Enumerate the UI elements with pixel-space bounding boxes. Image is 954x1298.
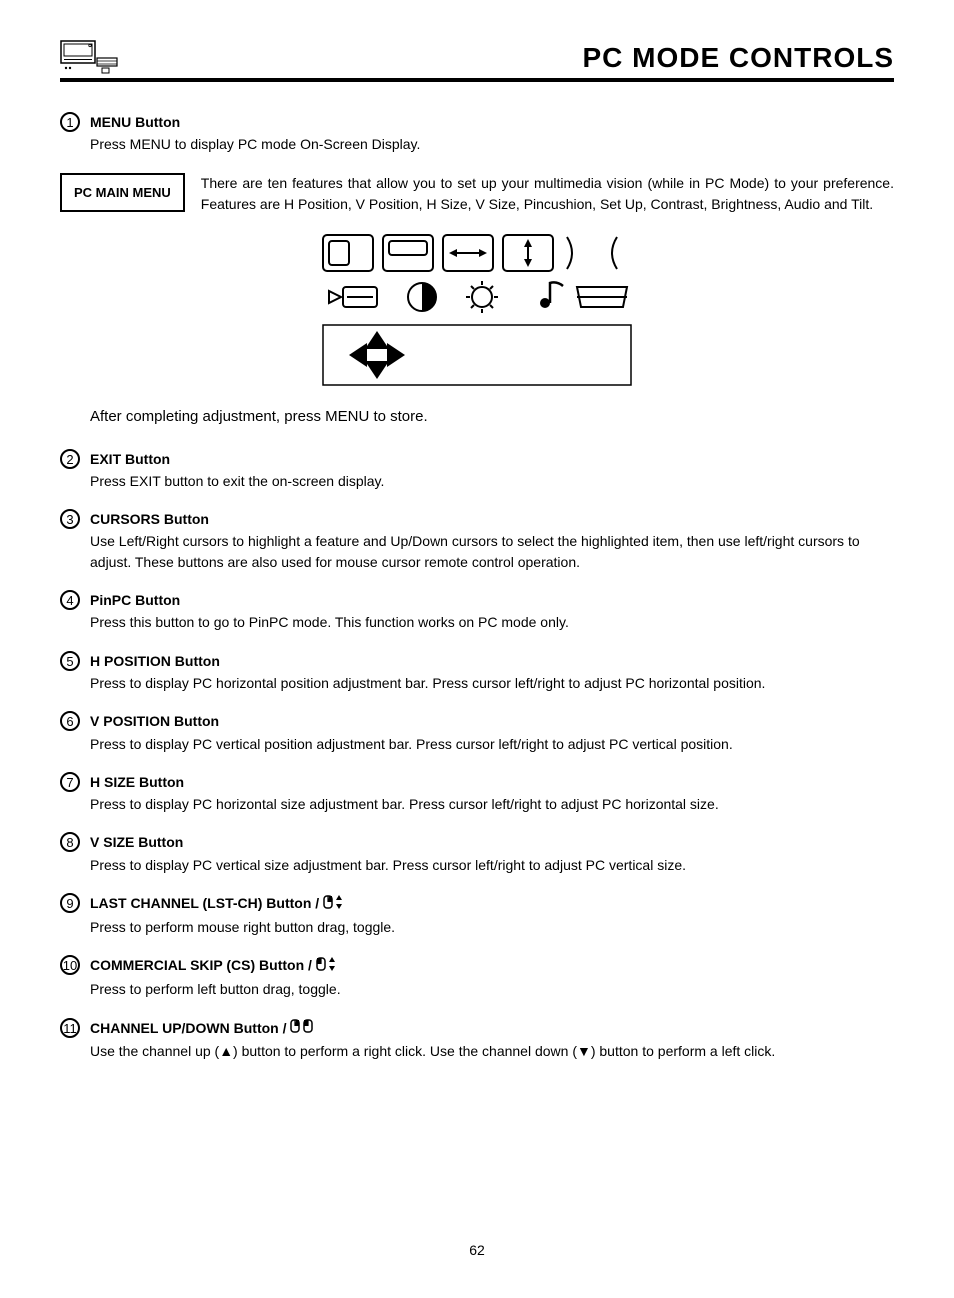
item-title: V SIZE Button xyxy=(90,832,894,852)
mouse-right-drag-icon xyxy=(323,894,347,915)
item-title: EXIT Button xyxy=(90,449,894,469)
item-8: 8 V SIZE Button Press to display PC vert… xyxy=(60,832,894,875)
feature-icons-diagram xyxy=(60,229,894,394)
item-11: 11 CHANNEL UP/DOWN Button / Use the chan… xyxy=(60,1018,894,1062)
item-desc: Press to perform mouse right button drag… xyxy=(90,917,894,937)
item-1: 1 MENU Button Press MENU to display PC m… xyxy=(60,112,894,155)
item-number: 8 xyxy=(60,832,80,852)
item-4: 4 PinPC Button Press this button to go t… xyxy=(60,590,894,633)
item-desc: Use the channel up (▲) button to perform… xyxy=(90,1041,894,1061)
item-desc: Press MENU to display PC mode On-Screen … xyxy=(90,134,894,154)
item-title-text: COMMERCIAL SKIP (CS) Button / xyxy=(90,957,316,973)
item-title: LAST CHANNEL (LST-CH) Button / xyxy=(90,893,894,915)
item-2: 2 EXIT Button Press EXIT button to exit … xyxy=(60,449,894,492)
page-title: PC MODE CONTROLS xyxy=(582,42,894,74)
item-5: 5 H POSITION Button Press to display PC … xyxy=(60,651,894,694)
item-number: 7 xyxy=(60,772,80,792)
hsize-icon xyxy=(443,235,493,271)
hposition-icon xyxy=(323,235,373,271)
item-desc: Use Left/Right cursors to highlight a fe… xyxy=(90,531,894,572)
vsize-icon xyxy=(503,235,553,271)
main-menu-box: PC MAIN MENU xyxy=(60,173,185,212)
item-7: 7 H SIZE Button Press to display PC hori… xyxy=(60,772,894,815)
item-desc: Press to display PC horizontal position … xyxy=(90,673,894,693)
main-menu-desc: There are ten features that allow you to… xyxy=(201,173,894,215)
item-title: CHANNEL UP/DOWN Button / xyxy=(90,1018,894,1040)
page-header: PC MODE CONTROLS xyxy=(60,40,894,82)
item-title: H SIZE Button xyxy=(90,772,894,792)
item-desc: Press to display PC vertical position ad… xyxy=(90,734,894,754)
item-desc: Press to perform left button drag, toggl… xyxy=(90,979,894,999)
brightness-icon xyxy=(466,281,498,313)
item-title: PinPC Button xyxy=(90,590,894,610)
item-title-text: LAST CHANNEL (LST-CH) Button / xyxy=(90,895,323,911)
item-number: 4 xyxy=(60,590,80,610)
tilt-icon xyxy=(577,287,627,307)
after-adjustment-text: After completing adjustment, press MENU … xyxy=(90,408,894,425)
item-9: 9 LAST CHANNEL (LST-CH) Button / Press t… xyxy=(60,893,894,937)
item-6: 6 V POSITION Button Press to display PC … xyxy=(60,711,894,754)
page-number: 62 xyxy=(60,1242,894,1258)
item-title: COMMERCIAL SKIP (CS) Button / xyxy=(90,955,894,977)
monitor-keyboard-icon xyxy=(60,40,118,74)
item-number: 6 xyxy=(60,711,80,731)
item-number: 10 xyxy=(60,955,80,975)
item-title: V POSITION Button xyxy=(90,711,894,731)
item-number: 11 xyxy=(60,1018,80,1038)
item-number: 5 xyxy=(60,651,80,671)
item-title: MENU Button xyxy=(90,112,894,132)
audio-icon xyxy=(540,282,563,308)
vposition-icon xyxy=(383,235,433,271)
main-menu-row: PC MAIN MENU There are ten features that… xyxy=(60,173,894,215)
item-3: 3 CURSORS Button Use Left/Right cursors … xyxy=(60,509,894,572)
item-number: 2 xyxy=(60,449,80,469)
pincushion-icon xyxy=(567,237,617,269)
item-number: 3 xyxy=(60,509,80,529)
contrast-icon xyxy=(408,283,436,311)
item-desc: Press EXIT button to exit the on-screen … xyxy=(90,471,894,491)
item-title-text: CHANNEL UP/DOWN Button / xyxy=(90,1020,290,1036)
item-desc: Press to display PC horizontal size adju… xyxy=(90,794,894,814)
mouse-left-drag-icon xyxy=(316,956,340,977)
item-title: H POSITION Button xyxy=(90,651,894,671)
item-10: 10 COMMERCIAL SKIP (CS) Button / Press t… xyxy=(60,955,894,999)
item-number: 9 xyxy=(60,893,80,913)
cursor-pad-icon xyxy=(349,331,405,379)
item-title: CURSORS Button xyxy=(90,509,894,529)
item-number: 1 xyxy=(60,112,80,132)
mouse-both-icon xyxy=(290,1018,316,1039)
setup-icon xyxy=(329,287,377,307)
item-desc: Press to display PC vertical size adjust… xyxy=(90,855,894,875)
item-desc: Press this button to go to PinPC mode. T… xyxy=(90,612,894,632)
